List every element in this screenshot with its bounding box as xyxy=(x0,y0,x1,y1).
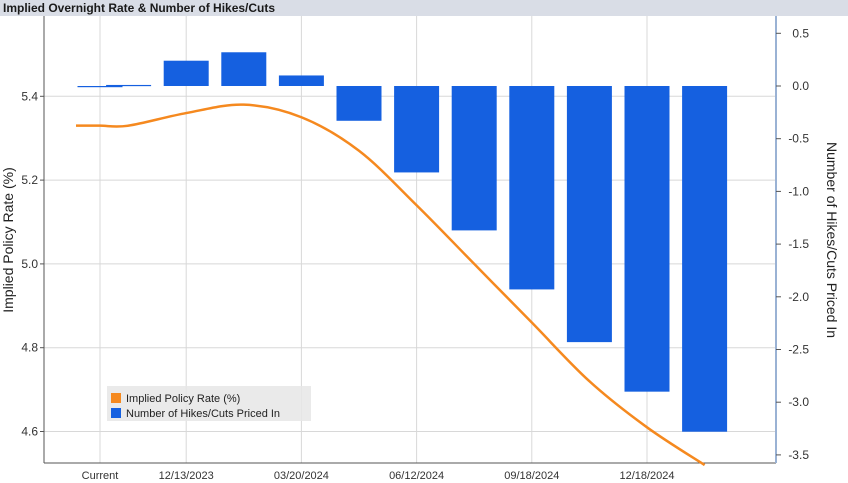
legend-label: Number of Hikes/Cuts Priced In xyxy=(126,408,280,420)
left-axis-title: Implied Policy Rate (%) xyxy=(0,167,16,313)
title-bar: Implied Overnight Rate & Number of Hikes… xyxy=(0,0,848,16)
bar xyxy=(394,86,440,173)
bar xyxy=(163,60,209,86)
chart-title: Implied Overnight Rate & Number of Hikes… xyxy=(3,1,276,15)
bar xyxy=(682,86,728,432)
left-tick-label: 5.4 xyxy=(21,89,38,103)
left-tick-label: 5.0 xyxy=(21,257,38,271)
legend: Implied Policy Rate (%) Number of Hikes/C… xyxy=(107,386,311,421)
x-tick-label: 06/12/2024 xyxy=(389,470,444,482)
bar xyxy=(566,86,612,343)
legend-swatch xyxy=(111,408,121,418)
bar xyxy=(624,86,670,392)
x-tick-label: Current xyxy=(82,470,119,482)
legend-box xyxy=(107,386,311,421)
bar xyxy=(336,86,382,121)
bar xyxy=(451,86,497,231)
right-tick-label: -3.0 xyxy=(788,395,809,409)
x-tick-label: 03/20/2024 xyxy=(274,470,329,482)
right-axis-title: Number of Hikes/Cuts Priced In xyxy=(824,142,840,338)
right-tick-label: -1.5 xyxy=(788,237,809,251)
right-tick-label: -2.0 xyxy=(788,290,809,304)
bar xyxy=(77,86,123,88)
x-tick-label: 12/13/2023 xyxy=(159,470,214,482)
right-tick-label: -0.5 xyxy=(788,132,809,146)
bar xyxy=(278,75,324,86)
right-tick-label: -2.5 xyxy=(788,343,809,357)
right-tick-label: -1.0 xyxy=(788,184,809,198)
right-tick-label: 0.0 xyxy=(792,79,809,93)
bar xyxy=(509,86,555,290)
bar xyxy=(221,52,267,86)
x-tick-label: 09/18/2024 xyxy=(504,470,559,482)
left-tick-label: 4.6 xyxy=(21,425,38,439)
left-tick-label: 5.2 xyxy=(21,173,38,187)
x-tick-label: 12/18/2024 xyxy=(619,470,674,482)
right-tick-label: 0.5 xyxy=(792,26,809,40)
left-tick-label: 4.8 xyxy=(21,341,38,355)
right-tick-label: -3.5 xyxy=(788,448,809,462)
rate-line xyxy=(76,103,706,467)
legend-label: Implied Policy Rate (%) xyxy=(126,393,240,405)
bar xyxy=(106,84,152,87)
legend-swatch xyxy=(111,393,121,403)
